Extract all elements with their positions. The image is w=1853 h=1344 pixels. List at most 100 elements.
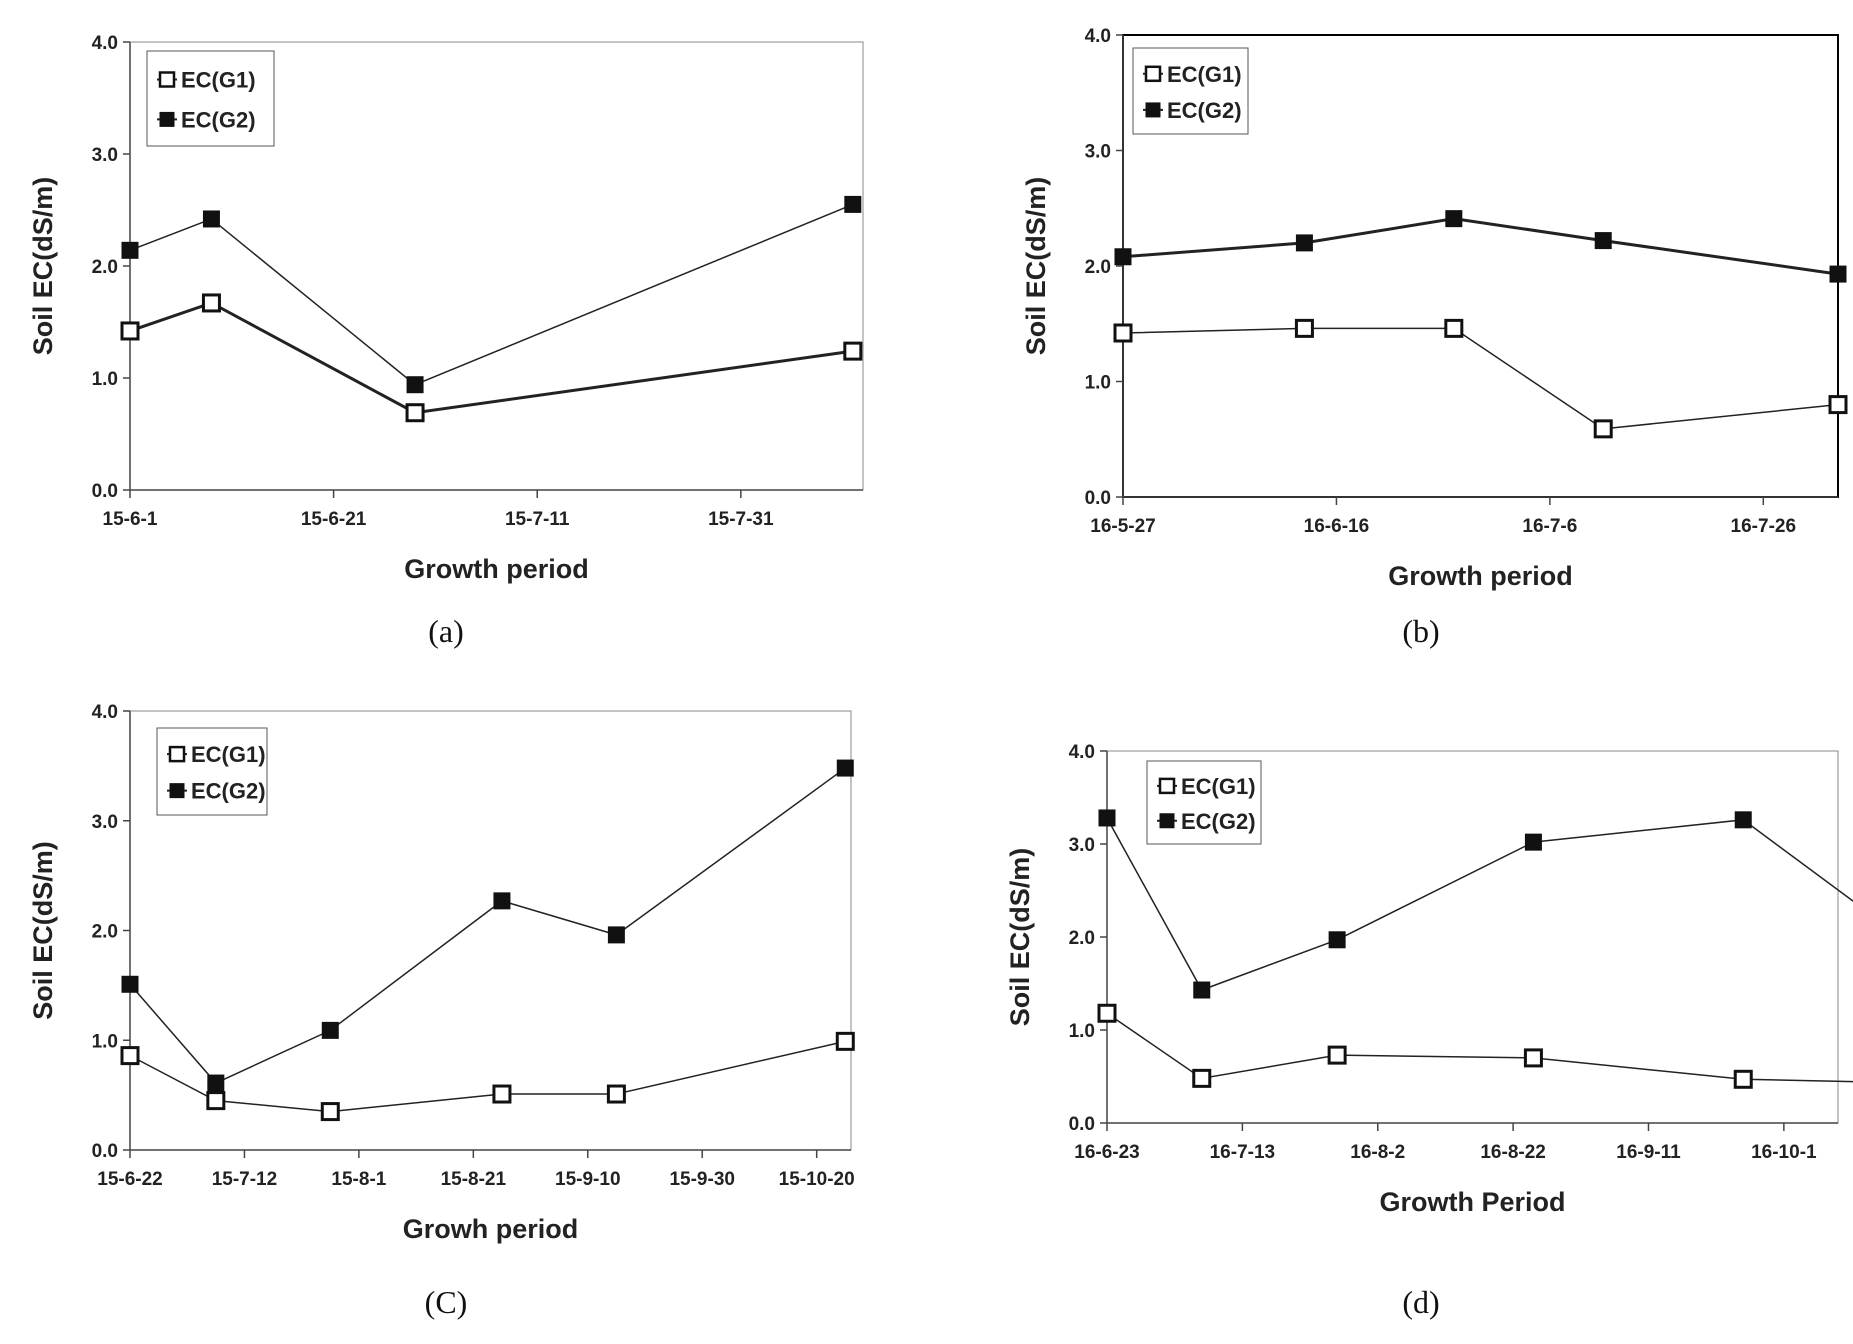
legend-label: EC(G2)	[1181, 809, 1256, 834]
legend-marker-g2	[1145, 102, 1161, 118]
series-line-ecg1	[129, 1040, 846, 1113]
y-tick-label: 1.0	[1069, 1021, 1095, 1042]
legend-label: EC(G1)	[1167, 62, 1242, 87]
x-tick-label: 16-7-6	[1522, 516, 1577, 537]
panel-caption: (a)	[428, 613, 464, 649]
data-point-g2	[1734, 811, 1752, 829]
series-line-ecg1	[1122, 327, 1839, 430]
series-line-ecg2	[129, 767, 846, 1084]
chart-panel-b: 0.0 1.0 2.0 3.0 4.0 16-5-27 16-6-16 16-7-6 16-7-…	[1021, 26, 1848, 649]
legend: EC(G1) EC(G2)	[1132, 47, 1249, 135]
data-point-g2	[406, 376, 424, 394]
x-tick-label: 15-10-20	[779, 1169, 855, 1190]
data-point-g2	[121, 241, 139, 259]
data-point-g1	[120, 1046, 140, 1066]
data-point-g1	[1733, 1069, 1753, 1089]
data-point-g2	[1829, 265, 1847, 283]
panel-caption: (C)	[425, 1284, 468, 1320]
y-tick-label: 0.0	[92, 481, 118, 502]
x-tick-label: 15-6-1	[103, 509, 158, 530]
data-point-g2	[121, 975, 139, 993]
x-tick-label: 16-10-1	[1751, 1142, 1817, 1163]
data-point-g2	[607, 926, 625, 944]
y-tick-label: 3.0	[1085, 142, 1111, 163]
data-point-g1	[1523, 1048, 1543, 1068]
y-tick-label: 0.0	[92, 1141, 118, 1162]
data-point-g1	[120, 321, 140, 341]
data-point-g1	[1593, 419, 1613, 439]
data-point-g2	[202, 210, 220, 228]
x-tick-label: 15-8-1	[331, 1169, 386, 1190]
data-point-g2	[1594, 232, 1612, 250]
legend-label: EC(G2)	[191, 779, 266, 804]
data-point-g2	[321, 1021, 339, 1039]
x-axis-label: Growth period	[404, 554, 589, 584]
legend-label: EC(G1)	[191, 742, 266, 767]
y-tick-label: 3.0	[92, 145, 118, 166]
x-tick-label: 15-7-11	[505, 509, 570, 530]
data-point-g1	[206, 1091, 226, 1111]
x-axis-label: Growth Period	[1379, 1187, 1565, 1217]
x-tick-label: 15-6-21	[301, 509, 367, 530]
data-point-g2	[207, 1074, 225, 1092]
data-point-g1	[835, 1031, 855, 1051]
data-point-g1	[405, 403, 425, 423]
x-tick-label: 16-5-27	[1090, 516, 1156, 537]
data-point-g2	[1328, 931, 1346, 949]
y-tick-label: 2.0	[1069, 928, 1095, 949]
data-point-g1	[492, 1084, 512, 1104]
legend-marker-g2	[1159, 813, 1175, 829]
y-tick-label: 4.0	[92, 702, 118, 723]
y-tick-label: 3.0	[1069, 835, 1095, 856]
data-point-g2	[1114, 248, 1132, 266]
legend: EC(G1) EC(G2)	[146, 50, 275, 147]
y-tick-label: 2.0	[92, 922, 118, 943]
data-point-g2	[844, 195, 862, 213]
data-point-g1	[320, 1102, 340, 1122]
legend-label: EC(G2)	[1167, 98, 1242, 123]
legend-box	[156, 727, 268, 816]
data-point-g1	[1192, 1068, 1212, 1088]
data-point-g2	[1445, 210, 1463, 228]
legend-box	[1146, 760, 1262, 845]
x-tick-label: 15-7-31	[708, 509, 774, 530]
x-tick-label: 15-8-21	[441, 1169, 507, 1190]
data-point-g1	[1327, 1045, 1347, 1065]
series-line-ecg2	[129, 203, 854, 386]
series-line-ecg1	[129, 301, 854, 415]
legend-marker-g1	[168, 745, 186, 763]
series-line-ecg2	[1122, 217, 1839, 276]
legend-label: EC(G1)	[181, 68, 256, 93]
y-axis-label: Soil EC(dS/m)	[28, 177, 58, 356]
chart-panel-c: 0.0 1.0 2.0 3.0 4.0 15-6-22 15-7-12 15-8-1 15-8-…	[28, 702, 855, 1320]
x-tick-label: 16-7-26	[1731, 516, 1797, 537]
x-tick-label: 16-7-13	[1210, 1142, 1276, 1163]
chart-panel-d: 0.0 1.0 2.0 3.0 4.0 16-6-23 16-7-13 16-8-2 16-8-…	[1005, 742, 1853, 1320]
y-tick-label: 4.0	[1085, 26, 1111, 47]
x-axis-label: Growh period	[403, 1214, 579, 1244]
data-point-g1	[1444, 318, 1464, 338]
x-tick-label: 15-7-12	[212, 1169, 278, 1190]
y-tick-label: 2.0	[1085, 257, 1111, 278]
legend-box	[1132, 47, 1249, 135]
y-axis-label: Soil EC(dS/m)	[1021, 177, 1051, 356]
data-point-g1	[1097, 1003, 1117, 1023]
legend: EC(G1) EC(G2)	[1146, 760, 1262, 845]
data-point-g1	[201, 293, 221, 313]
legend-marker-g1	[158, 71, 176, 88]
x-tick-label: 16-9-11	[1616, 1142, 1681, 1163]
legend-label: EC(G1)	[1181, 774, 1256, 799]
data-point-g2	[1193, 981, 1211, 999]
x-tick-label: 16-8-2	[1350, 1142, 1405, 1163]
legend-marker-g2	[169, 783, 185, 799]
y-tick-label: 1.0	[92, 1031, 118, 1052]
data-point-g2	[1524, 833, 1542, 851]
chart-panel-a: 0.0 1.0 2.0 3.0 4.0 15-6-1 15-6-21 15-7-11 15-7-…	[28, 33, 864, 649]
data-point-g2	[1295, 234, 1313, 252]
data-point-g1	[606, 1084, 626, 1104]
x-tick-label: 15-6-22	[97, 1169, 163, 1190]
y-tick-label: 4.0	[92, 33, 118, 54]
y-tick-label: 1.0	[92, 369, 118, 390]
legend-label: EC(G2)	[181, 107, 256, 132]
